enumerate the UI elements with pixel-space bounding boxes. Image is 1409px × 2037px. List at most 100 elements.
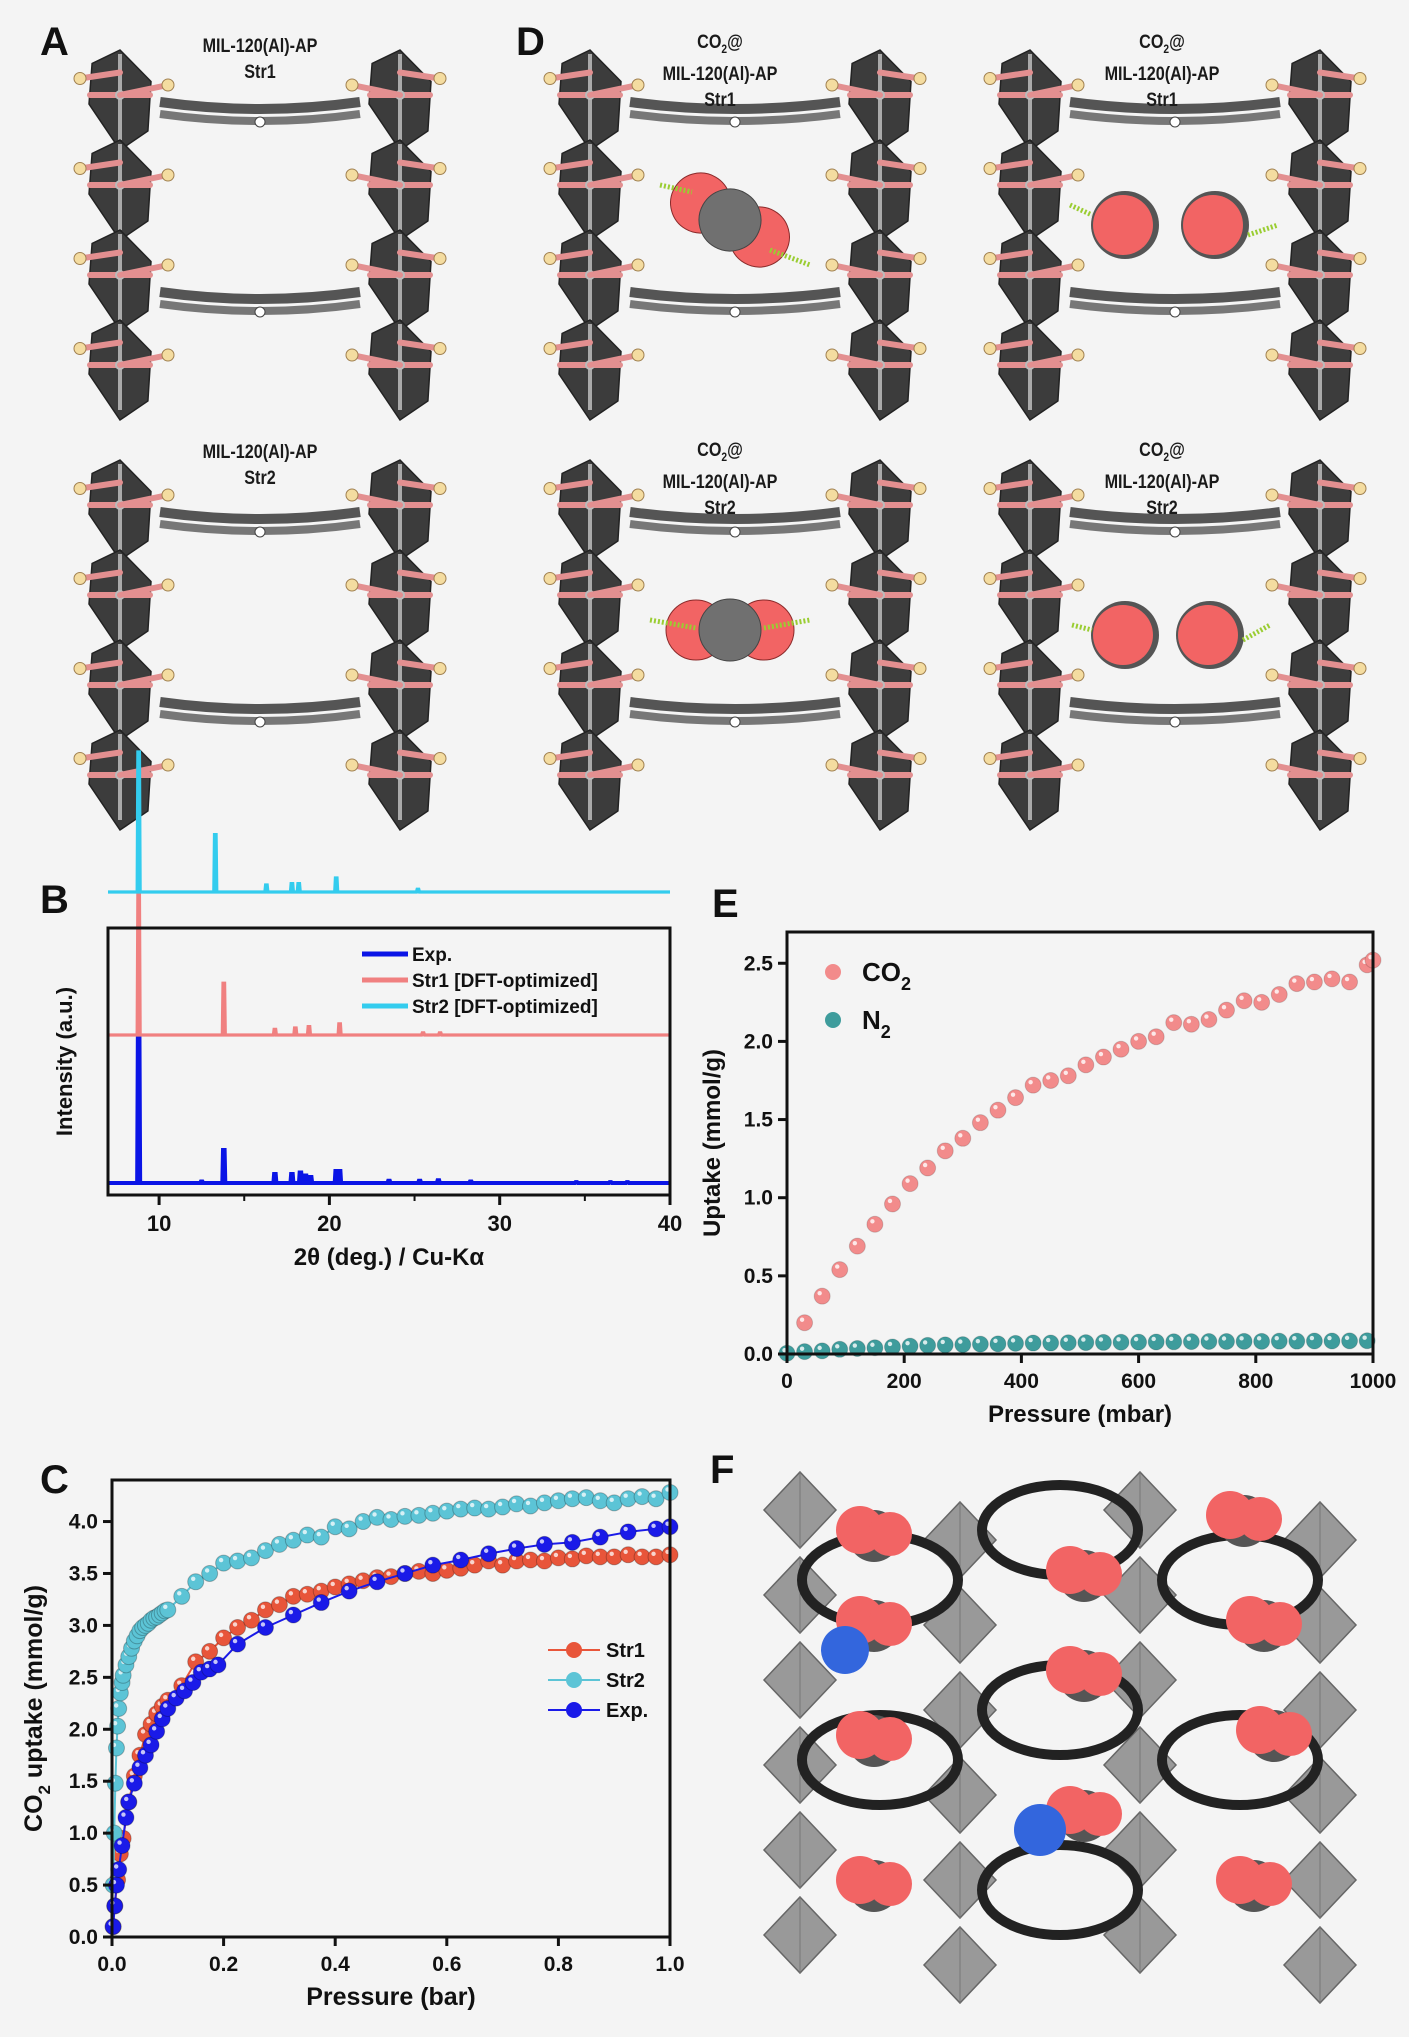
oxygen-atom bbox=[1078, 1652, 1122, 1696]
point-highlight bbox=[1046, 1337, 1051, 1343]
plot-frame bbox=[106, 926, 672, 1197]
hydrogen-atom bbox=[73, 252, 87, 265]
linker-hydrogen bbox=[1169, 306, 1181, 318]
co2-molecule bbox=[836, 1711, 912, 1767]
data-point bbox=[1165, 1333, 1183, 1351]
data-point bbox=[989, 1101, 1007, 1119]
hydroxyl-bond bbox=[547, 159, 593, 172]
hydrogen-bond bbox=[769, 247, 811, 268]
y-tick-label: 0.0 bbox=[69, 1926, 98, 1949]
data-point bbox=[591, 1492, 609, 1510]
hydrogen-atom bbox=[1071, 758, 1085, 772]
hydroxyl-bond bbox=[987, 339, 1033, 352]
hydrogen-atom bbox=[631, 578, 645, 592]
data-point bbox=[535, 1552, 553, 1570]
hydroxyl-bond bbox=[117, 262, 171, 278]
data-point bbox=[619, 1490, 637, 1508]
linker-hydrogen bbox=[254, 116, 266, 128]
data-point bbox=[270, 1596, 288, 1614]
hydroxyl-bond bbox=[547, 569, 593, 582]
hydrogen-bond bbox=[1241, 622, 1272, 643]
data-point bbox=[106, 1897, 124, 1915]
point-highlight bbox=[975, 1338, 981, 1344]
point-highlight bbox=[887, 1341, 893, 1347]
point-highlight bbox=[146, 1739, 151, 1745]
hydroxyl-bond bbox=[1027, 492, 1081, 508]
data-point bbox=[647, 1548, 665, 1566]
point-highlight bbox=[386, 1571, 391, 1576]
data-point bbox=[813, 1287, 831, 1305]
hydrogen-atom bbox=[543, 482, 557, 495]
label-line-2: MIL-120(Al)-AP bbox=[1104, 63, 1220, 85]
hydrogen-atom bbox=[345, 668, 359, 682]
hydroxyl-bond bbox=[1317, 569, 1363, 582]
data-point bbox=[563, 1550, 581, 1568]
hydrogen-atom bbox=[631, 488, 645, 502]
y-tick-label: 0.5 bbox=[744, 1265, 774, 1288]
hydroxyl-bond bbox=[987, 249, 1033, 262]
organic-linker bbox=[159, 97, 361, 128]
point-highlight bbox=[1098, 1051, 1104, 1057]
data-point bbox=[1218, 1001, 1235, 1019]
label-co2: CO bbox=[697, 32, 722, 53]
hydroxyl-bond bbox=[397, 339, 443, 352]
y-tick-label: 2.5 bbox=[744, 952, 774, 975]
data-point bbox=[989, 1335, 1007, 1353]
point-highlight bbox=[1256, 1336, 1262, 1341]
hydroxyl-bond bbox=[987, 659, 1033, 672]
hydroxyl-bond bbox=[397, 159, 443, 172]
point-highlight bbox=[1116, 1337, 1121, 1342]
hydroxyl-bond bbox=[349, 172, 403, 188]
hydrogen-atom bbox=[631, 668, 645, 682]
data-point bbox=[284, 1606, 302, 1624]
label-line-2: MIL-120(Al)-AP bbox=[662, 63, 778, 85]
y-tick-label: 0.5 bbox=[69, 1874, 99, 1897]
plot-frame bbox=[110, 1478, 672, 1939]
legend-swatch-marker bbox=[566, 1642, 582, 1658]
point-highlight bbox=[358, 1516, 363, 1521]
point-highlight bbox=[1081, 1059, 1086, 1065]
point-highlight bbox=[539, 1539, 545, 1544]
hydroxyl-bond bbox=[117, 492, 171, 508]
x-tick-label: 1.0 bbox=[655, 1953, 684, 1976]
label-at: @ bbox=[1169, 440, 1185, 461]
hydrogen-atom bbox=[983, 162, 997, 175]
point-highlight bbox=[316, 1531, 321, 1537]
label-at: @ bbox=[1169, 32, 1185, 53]
point-highlight bbox=[113, 1703, 119, 1708]
data-point bbox=[424, 1556, 442, 1574]
point-highlight bbox=[274, 1539, 280, 1544]
hydrogen-atom bbox=[825, 78, 839, 92]
hydroxyl-bond bbox=[987, 569, 1033, 582]
point-highlight bbox=[870, 1219, 875, 1224]
point-highlight bbox=[1169, 1017, 1174, 1022]
data-point bbox=[1305, 1332, 1323, 1350]
label-line-2: Str1 bbox=[244, 62, 276, 83]
y-tick-label: 1.5 bbox=[69, 1770, 99, 1793]
data-point bbox=[201, 1564, 219, 1582]
data-point bbox=[1341, 1332, 1359, 1350]
point-highlight bbox=[456, 1554, 461, 1560]
point-highlight bbox=[1063, 1070, 1068, 1075]
label-at: @ bbox=[727, 32, 743, 53]
hydrogen-atom bbox=[983, 252, 997, 265]
point-highlight bbox=[623, 1549, 628, 1554]
hydrogen-atom bbox=[631, 758, 645, 772]
point-highlight bbox=[817, 1290, 822, 1296]
hydrogen-atom bbox=[161, 668, 175, 682]
hydrogen-atom bbox=[345, 488, 359, 502]
legend-label: CO2 bbox=[862, 957, 911, 994]
point-highlight bbox=[870, 1342, 875, 1347]
hydrogen-atom bbox=[161, 348, 175, 362]
octahedra-column bbox=[543, 459, 645, 832]
data-point bbox=[1200, 1011, 1218, 1029]
octahedra-column bbox=[825, 459, 927, 832]
point-highlight bbox=[497, 1559, 503, 1565]
series-str1 bbox=[104, 1546, 679, 1936]
organic-linker bbox=[629, 697, 841, 728]
point-highlight bbox=[288, 1609, 294, 1615]
point-highlight bbox=[958, 1339, 963, 1344]
point-highlight bbox=[539, 1555, 545, 1561]
data-point bbox=[173, 1587, 191, 1605]
linker-backbone bbox=[159, 697, 361, 714]
